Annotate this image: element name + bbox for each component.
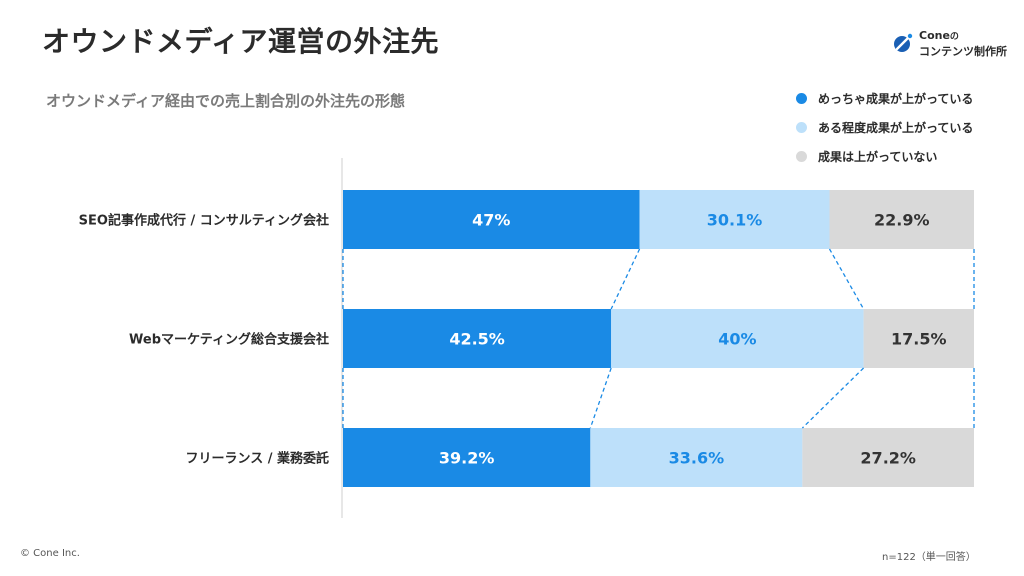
data-label: 47% <box>472 211 510 230</box>
bar-segment <box>829 190 974 249</box>
data-label: 27.2% <box>860 449 916 468</box>
logo-line2: コンテンツ制作所 <box>919 45 1007 58</box>
category-label: フリーランス / 業務委託 <box>185 451 329 467</box>
data-label: 17.5% <box>891 330 947 349</box>
category-label: SEO記事作成代行 / コンサルティング会社 <box>79 213 329 229</box>
bar-segment <box>343 309 612 368</box>
bar-segment <box>343 190 640 249</box>
sample-note: n=122（単一回答） <box>882 552 976 563</box>
bar-segment <box>611 309 864 368</box>
legend-swatch <box>796 121 807 133</box>
data-label: 30.1% <box>707 211 763 230</box>
legend-label: 成果は上がっていない <box>818 149 938 164</box>
bar-segment <box>802 428 974 487</box>
bar-segment <box>863 309 974 368</box>
legend-swatch <box>796 150 807 162</box>
data-label: 33.6% <box>669 449 725 468</box>
connector-line <box>589 367 612 429</box>
legend-label: めっちゃ成果が上がっている <box>818 91 974 106</box>
logo-brand-text: Cone <box>919 29 950 42</box>
chart-legend: めっちゃ成果が上がっている ある程度成果が上がっている 成果は上がっていない <box>796 88 973 175</box>
connector-line <box>828 248 865 310</box>
category-label: Webマーケティング総合支援会社 <box>129 332 329 348</box>
data-label: 42.5% <box>449 330 505 349</box>
data-label: 22.9% <box>874 211 930 230</box>
legend-item: めっちゃ成果が上がっている <box>796 88 973 108</box>
legend-swatch <box>796 92 807 104</box>
legend-label: ある程度成果が上がっている <box>818 120 974 135</box>
connector-line <box>610 248 641 310</box>
page-title: オウンドメディア運営の外注先 <box>42 25 440 58</box>
bar-segment <box>590 428 803 487</box>
brand-logo: Coneの コンテンツ制作所 <box>893 28 1008 60</box>
legend-item: 成果は上がっていない <box>796 146 973 166</box>
cone-logo-icon <box>894 33 913 52</box>
connector-line <box>801 367 865 429</box>
bar-segment <box>343 428 591 487</box>
legend-item: ある程度成果が上がっている <box>796 117 973 137</box>
logo-line1: Coneの <box>919 29 959 42</box>
data-label: 40% <box>718 330 756 349</box>
chart-subtitle: オウンドメディア経由での売上割合別の外注先の形態 <box>46 92 405 110</box>
data-label: 39.2% <box>439 449 495 468</box>
bar-segment <box>639 190 830 249</box>
copyright-text: © Cone Inc. <box>20 548 80 559</box>
logo-particle-text: の <box>949 32 959 42</box>
